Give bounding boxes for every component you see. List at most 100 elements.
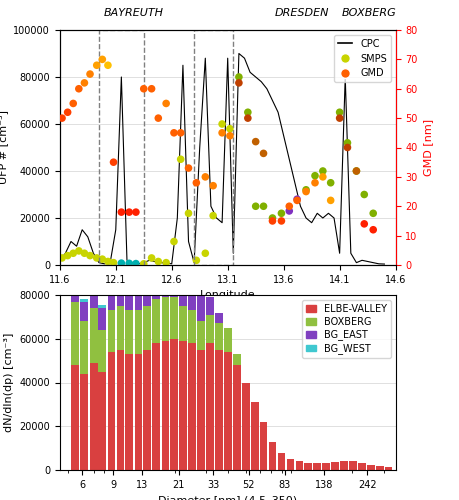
- Point: [86, 70, 94, 78]
- Point: [118, 208, 125, 216]
- Point: [110, 258, 117, 266]
- Point: [132, 208, 139, 216]
- Point: [319, 167, 326, 175]
- Bar: [179, 341, 186, 470]
- Text: DRESDEN: DRESDEN: [274, 8, 328, 18]
- Bar: [366, 464, 374, 470]
- Bar: [143, 276, 151, 306]
- Point: [218, 120, 225, 128]
- Bar: [134, 354, 142, 470]
- Bar: [90, 308, 97, 363]
- Bar: [330, 462, 338, 470]
- Bar: [206, 314, 213, 343]
- Point: [209, 212, 216, 220]
- Point: [170, 238, 177, 246]
- Bar: [215, 324, 222, 349]
- Bar: [90, 363, 97, 470]
- Point: [154, 258, 162, 266]
- Point: [218, 129, 225, 137]
- Bar: [188, 273, 196, 310]
- Bar: [107, 352, 115, 470]
- Point: [93, 254, 100, 262]
- Bar: [143, 306, 151, 350]
- Point: [75, 247, 82, 255]
- Point: [86, 252, 94, 260]
- Point: [118, 259, 125, 267]
- Point: [201, 173, 208, 181]
- Point: [162, 100, 169, 108]
- Text: BOXBERG: BOXBERG: [341, 8, 395, 18]
- Bar: [170, 339, 177, 470]
- Bar: [215, 312, 222, 324]
- Bar: [179, 306, 186, 341]
- Point: [302, 188, 309, 196]
- Point: [244, 114, 251, 122]
- Bar: [134, 282, 142, 310]
- Bar: [161, 341, 169, 470]
- Bar: [134, 280, 142, 282]
- Point: [148, 84, 155, 92]
- Point: [226, 132, 233, 140]
- Point: [259, 150, 267, 158]
- Point: [125, 260, 133, 268]
- Point: [192, 178, 200, 186]
- Bar: [125, 280, 133, 282]
- Bar: [117, 350, 124, 470]
- Bar: [295, 461, 302, 470]
- Bar: [98, 372, 106, 470]
- Point: [110, 158, 117, 166]
- Bar: [206, 297, 213, 314]
- Bar: [224, 328, 231, 352]
- Bar: [232, 354, 240, 365]
- Bar: [259, 422, 267, 470]
- Point: [177, 129, 184, 137]
- Point: [69, 249, 77, 257]
- X-axis label: Diameter [nm] (4.5–350): Diameter [nm] (4.5–350): [158, 496, 297, 500]
- Point: [252, 202, 259, 210]
- Bar: [161, 297, 169, 341]
- Point: [252, 138, 259, 145]
- Point: [64, 252, 71, 260]
- Point: [185, 210, 192, 218]
- Bar: [197, 293, 204, 322]
- Point: [369, 210, 376, 218]
- Point: [185, 164, 192, 172]
- Point: [132, 260, 139, 268]
- Point: [69, 100, 77, 108]
- Point: [326, 196, 334, 204]
- Bar: [71, 365, 79, 470]
- Point: [209, 182, 216, 190]
- Bar: [107, 284, 115, 286]
- Text: BAYREUTH: BAYREUTH: [103, 8, 163, 18]
- Point: [326, 178, 334, 186]
- Point: [335, 114, 342, 122]
- Point: [177, 155, 184, 163]
- Point: [302, 186, 309, 194]
- Bar: [125, 310, 133, 354]
- Point: [311, 178, 318, 186]
- Point: [170, 129, 177, 137]
- Point: [75, 84, 82, 92]
- Y-axis label: GMD [nm]: GMD [nm]: [422, 119, 432, 176]
- Bar: [277, 452, 285, 470]
- Point: [285, 207, 292, 215]
- Point: [352, 167, 359, 175]
- Point: [293, 195, 300, 203]
- Bar: [143, 274, 151, 276]
- Legend: ELBE-VALLEY, BOXBERG, BG_EAST, BG_WEST: ELBE-VALLEY, BOXBERG, BG_EAST, BG_WEST: [302, 300, 390, 358]
- Point: [352, 167, 359, 175]
- Bar: [90, 283, 97, 286]
- Bar: [134, 310, 142, 354]
- X-axis label: Longitude: Longitude: [200, 290, 255, 300]
- Bar: [340, 461, 347, 470]
- Point: [154, 114, 162, 122]
- Point: [235, 79, 242, 87]
- Point: [268, 214, 275, 222]
- Bar: [286, 459, 294, 470]
- Bar: [375, 466, 383, 470]
- Y-axis label: UFP # [cm⁻³]: UFP # [cm⁻³]: [0, 110, 8, 184]
- Point: [201, 249, 208, 257]
- Bar: [107, 286, 115, 310]
- Point: [319, 173, 326, 181]
- Bar: [117, 278, 124, 280]
